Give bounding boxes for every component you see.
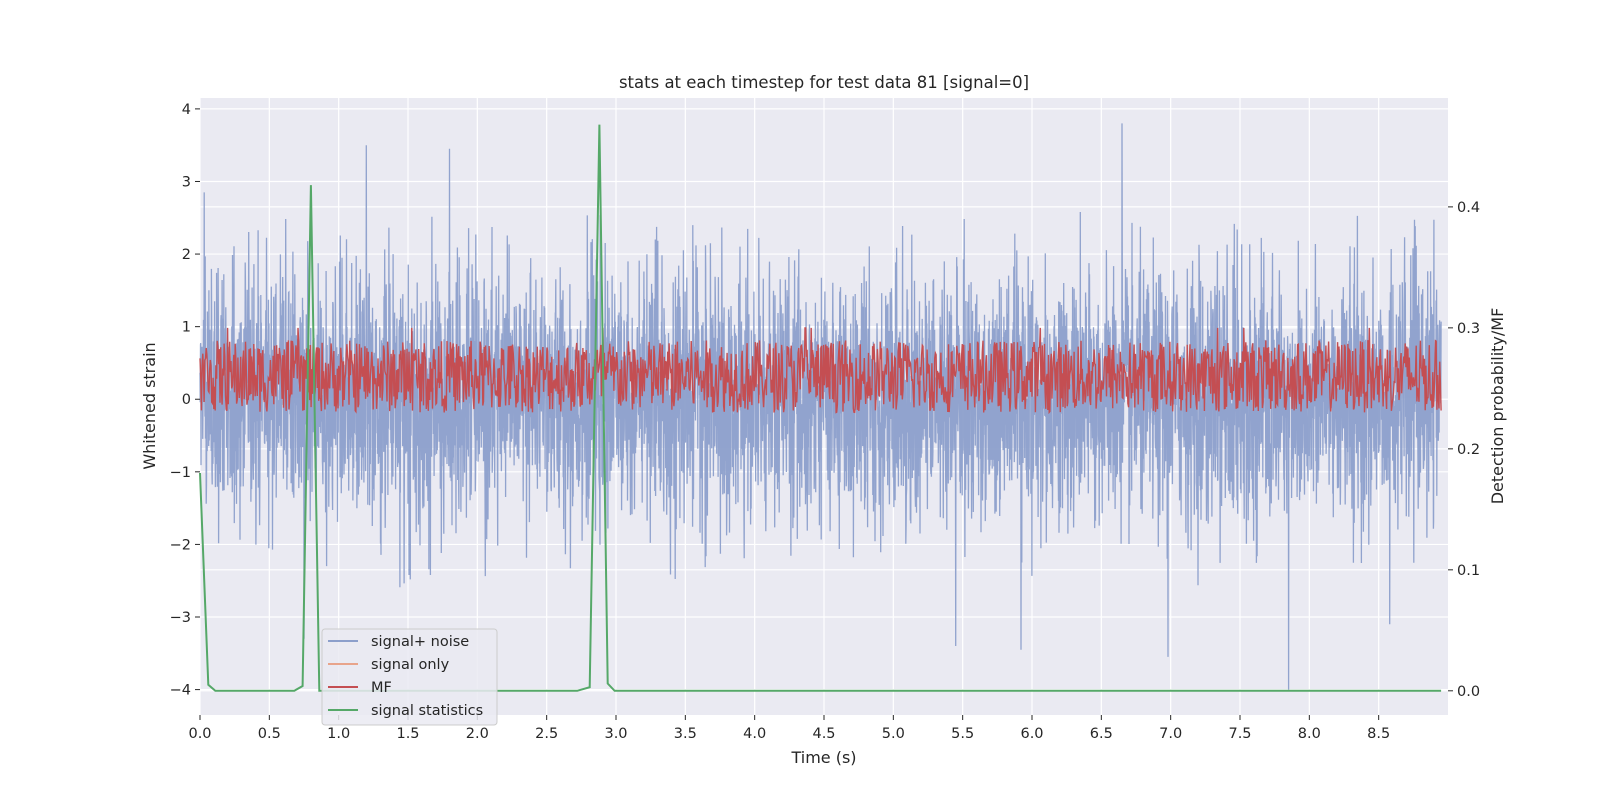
x-tick-label: 2.0 [466,726,489,742]
x-tick-label: 1.5 [396,726,419,742]
x-tick-label: 6.5 [1090,726,1113,742]
y-left-tick-label: −2 [170,537,191,553]
mf-line [199,327,1442,415]
y-left-tick-label: 3 [182,174,191,190]
signal-statistics-series [199,124,1442,692]
x-tick-label: 5.5 [951,726,974,742]
y-left-tick-label: −4 [170,683,191,699]
legend-label-signal-statistics: signal statistics [371,703,483,719]
y-right-tick-label: 0.3 [1457,321,1480,337]
legend-box [321,628,498,726]
y-axis-left-label: Whitened strain [140,342,159,469]
y-right-tick-label: 0.1 [1457,563,1480,579]
y-axis-right-ticks: 0.4 0.3 0.2 0.1 0.0 [1448,200,1480,700]
y-left-tick-label: 1 [182,320,191,336]
x-tick-label: 8.0 [1298,726,1321,742]
x-axis-label: Time (s) [790,748,856,767]
y-left-tick-label: 0 [182,392,191,408]
x-tick-label: 3.5 [674,726,697,742]
legend-label-signal-only: signal only [371,657,450,673]
x-tick-label: 4.5 [812,726,835,742]
legend-label-mf: MF [371,680,392,696]
x-tick-label: 1.0 [327,726,350,742]
x-tick-label: 8.5 [1367,726,1390,742]
x-tick-label: 3.0 [604,726,627,742]
legend: signal+ noise signal only MF signal stat… [321,628,498,726]
y-axis-left-ticks: 4 3 2 1 0 −1 −2 −3 −4 [170,102,200,699]
x-axis-ticks: 0.0 0.5 1.0 1.5 2.0 2.5 3.0 3.5 4.0 4.5 5.0 5.5 6.0 6… [188,715,1390,742]
y-left-tick-label: −1 [170,465,191,481]
x-tick-label: 0.5 [258,726,281,742]
mf-series [199,327,1442,415]
y-axis-right-label: Detection probability/MF [1488,308,1507,505]
y-left-tick-label: 4 [182,102,191,118]
signal-statistics-line [199,124,1442,692]
y-right-tick-label: 0.4 [1457,200,1480,216]
x-tick-label: 4.0 [743,726,766,742]
x-tick-label: 5.0 [882,726,905,742]
y-right-tick-label: 0.0 [1457,684,1480,700]
y-right-tick-label: 0.2 [1457,442,1480,458]
x-tick-label: 2.5 [535,726,558,742]
legend-label-signal-noise: signal+ noise [371,634,469,650]
x-tick-label: 7.5 [1228,726,1251,742]
x-tick-label: 6.0 [1020,726,1043,742]
y-left-tick-label: −3 [170,610,191,626]
chart-title: stats at each timestep for test data 81 … [619,73,1029,92]
x-tick-label: 7.0 [1159,726,1182,742]
y-left-tick-label: 2 [182,247,191,263]
x-tick-label: 0.0 [188,726,211,742]
